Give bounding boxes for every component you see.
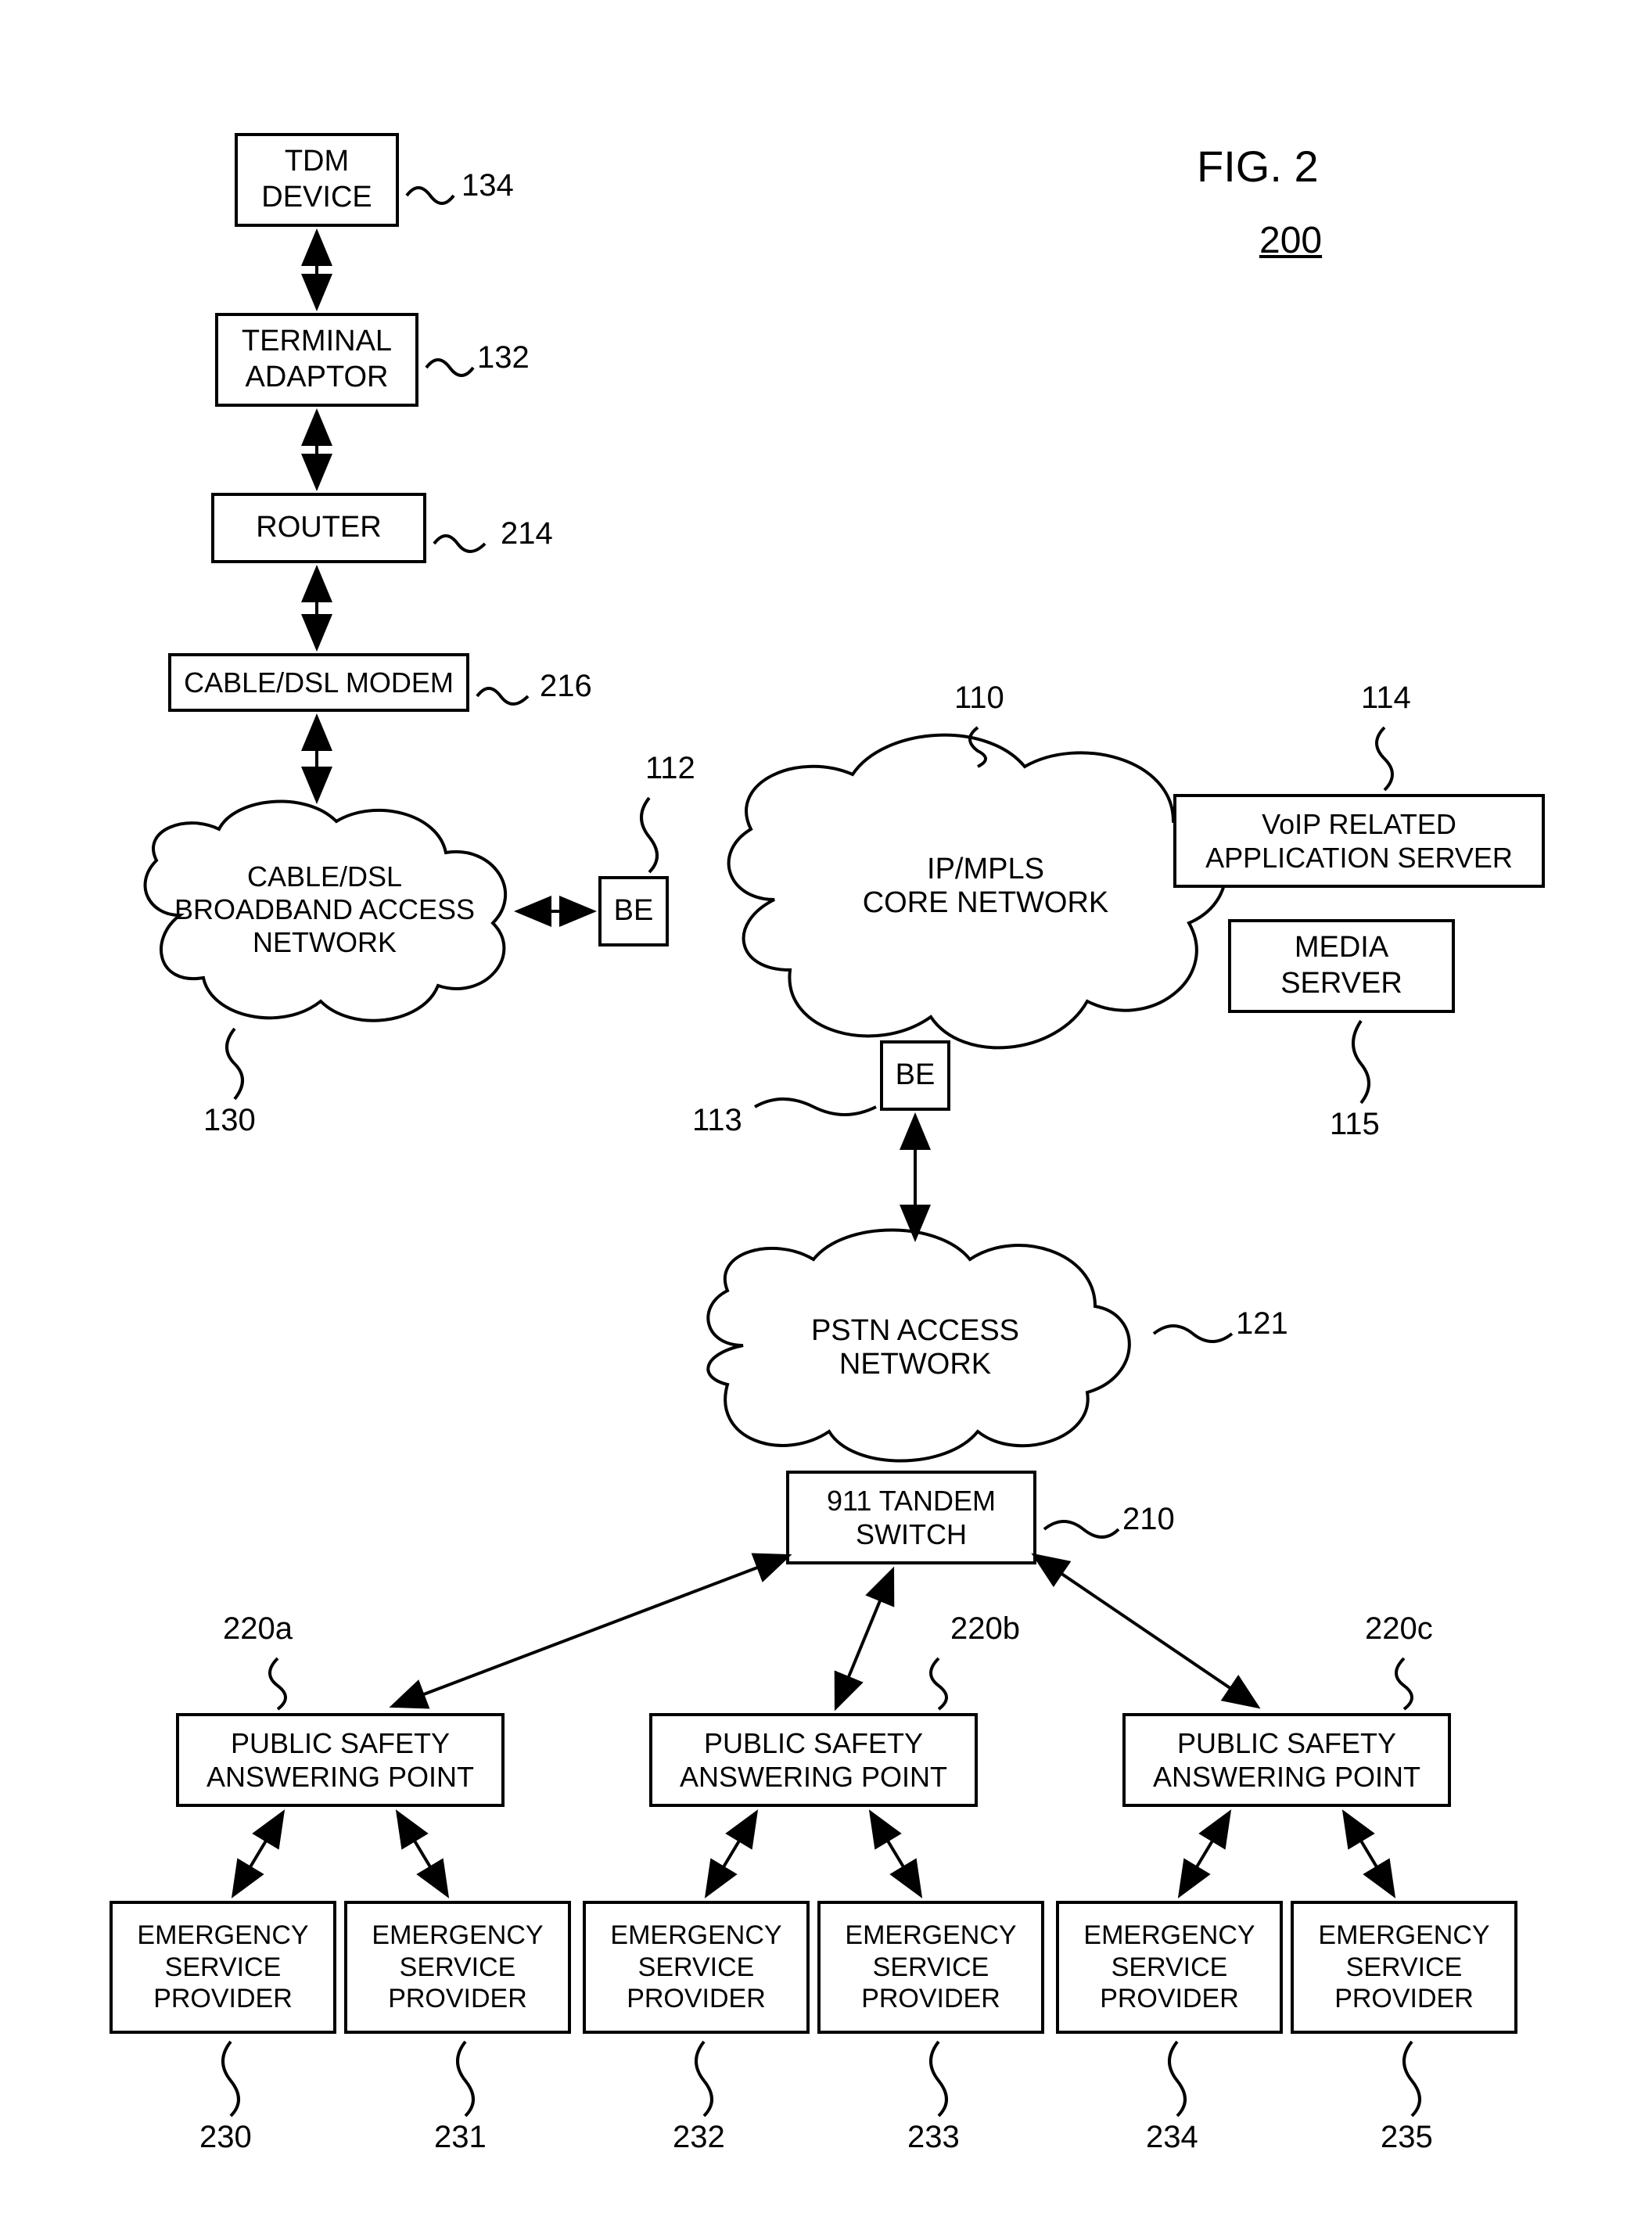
pstn-cloud-label: PSTN ACCESS NETWORK xyxy=(782,1314,1048,1381)
edges xyxy=(0,0,1652,2227)
broadband-cloud-label: CABLE/DSL BROADBAND ACCESS NETWORK xyxy=(153,860,497,959)
core-cloud-label: IP/MPLS CORE NETWORK xyxy=(845,853,1126,920)
